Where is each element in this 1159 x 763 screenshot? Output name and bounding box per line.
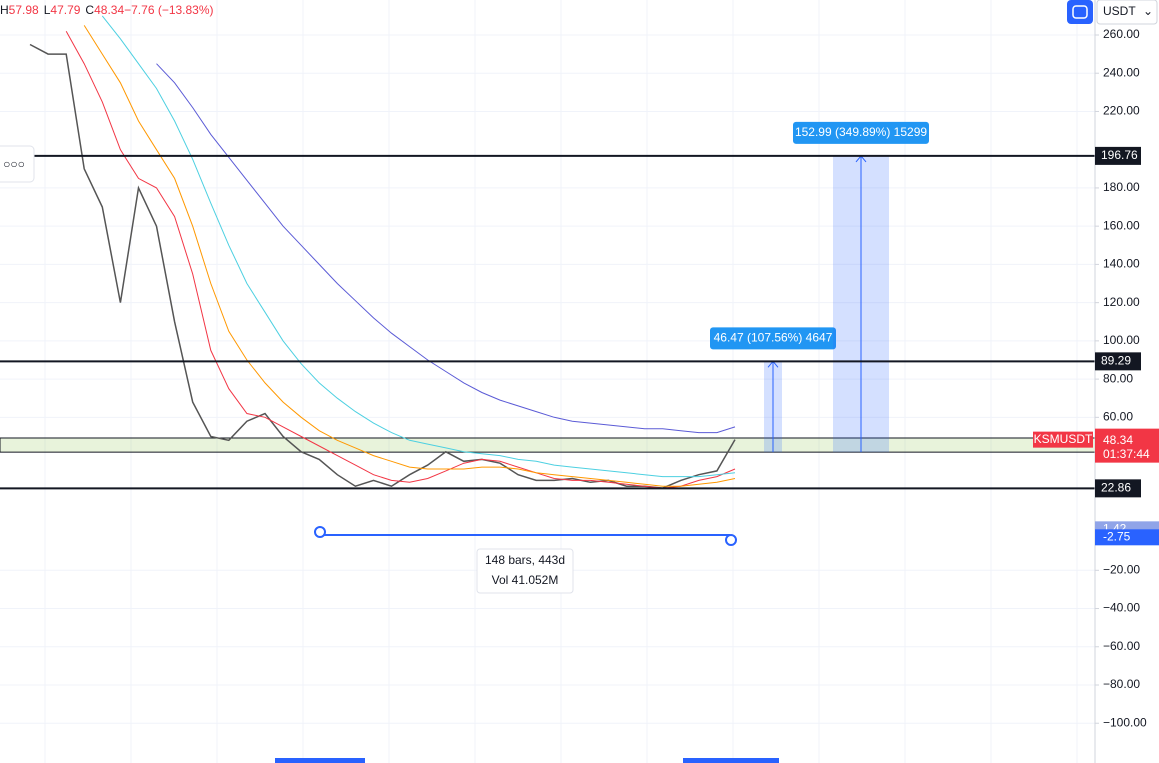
measure-label-bg bbox=[710, 327, 836, 350]
y-tick-label: −60.00 bbox=[1103, 639, 1140, 653]
y-tick-label: 60.00 bbox=[1103, 410, 1133, 424]
y-tick-label: 100.00 bbox=[1103, 333, 1140, 347]
level-label-bg bbox=[1095, 352, 1141, 371]
range-handle bbox=[314, 526, 326, 538]
measure-label: 46.47 (107.56%) 4647 bbox=[714, 331, 833, 345]
symbol-label: KSMUSDT bbox=[1034, 432, 1093, 446]
header-value: 57.98 bbox=[9, 3, 39, 17]
currency: USDT bbox=[1103, 4, 1136, 18]
moving-average bbox=[156, 63, 736, 434]
zone bbox=[0, 437, 1096, 453]
last-price: 48.34 bbox=[1103, 433, 1133, 447]
level-label-bg bbox=[1095, 479, 1141, 498]
last-price-bg bbox=[1095, 428, 1159, 463]
header-key: H bbox=[0, 3, 9, 17]
moving-average bbox=[101, 15, 736, 478]
y-tick-label: 260.00 bbox=[1103, 27, 1140, 41]
y-tick-label: −100.00 bbox=[1103, 715, 1147, 729]
measure-label-bg bbox=[793, 121, 929, 144]
menu-button[interactable] bbox=[0, 145, 35, 183]
moving-average bbox=[83, 25, 736, 487]
range-handle bbox=[725, 534, 737, 546]
ohlc-header: H57.98 L47.79 C48.34−7.76 (−13.83%) bbox=[0, 3, 214, 17]
dropdown-caret: ⌄ bbox=[1143, 4, 1153, 18]
header-value: −7.76 (−13.83%) bbox=[124, 3, 213, 17]
symbol-label-bg bbox=[1033, 431, 1093, 448]
y-tick-label: −80.00 bbox=[1103, 677, 1140, 691]
header-key: C bbox=[85, 3, 94, 17]
crosshair-label-bg bbox=[1095, 529, 1159, 546]
moving-average bbox=[65, 30, 736, 489]
range-info: 148 bars, 443d bbox=[485, 553, 565, 567]
currency-dropdown[interactable] bbox=[1096, 0, 1158, 25]
crosshair-label: -2.75 bbox=[1103, 529, 1131, 543]
header-value: 48.34 bbox=[94, 3, 124, 17]
scrollbar[interactable] bbox=[275, 758, 365, 763]
countdown: 01:37:44 bbox=[1103, 447, 1150, 461]
y-tick-label: 220.00 bbox=[1103, 104, 1140, 118]
toggle-button[interactable] bbox=[1067, 0, 1093, 24]
level-label: 89.29 bbox=[1101, 354, 1131, 368]
scrollbar[interactable] bbox=[683, 758, 779, 763]
y-tick-label: 80.00 bbox=[1103, 371, 1133, 385]
toggle-icon bbox=[1072, 5, 1088, 19]
y-tick-label: −20.00 bbox=[1103, 562, 1140, 576]
y-tick-label: 120.00 bbox=[1103, 295, 1140, 309]
menu-dots: ○○○ bbox=[3, 157, 25, 171]
header-value: 47.79 bbox=[50, 3, 80, 17]
y-tick-label: 140.00 bbox=[1103, 257, 1140, 271]
y-tick-label: 180.00 bbox=[1103, 180, 1140, 194]
level-label: 196.76 bbox=[1101, 148, 1138, 162]
measure-label: 152.99 (349.89%) 15299 bbox=[795, 125, 927, 139]
header-key: L bbox=[44, 3, 51, 17]
level-label-bg bbox=[1095, 146, 1141, 165]
y-tick-label: 240.00 bbox=[1103, 65, 1140, 79]
level-label: 22.86 bbox=[1101, 481, 1131, 495]
y-tick-label: −40.00 bbox=[1103, 601, 1140, 615]
range-info: Vol 41.052M bbox=[492, 573, 559, 587]
y-tick-label: 160.00 bbox=[1103, 218, 1140, 232]
range-info-bg bbox=[476, 548, 574, 594]
